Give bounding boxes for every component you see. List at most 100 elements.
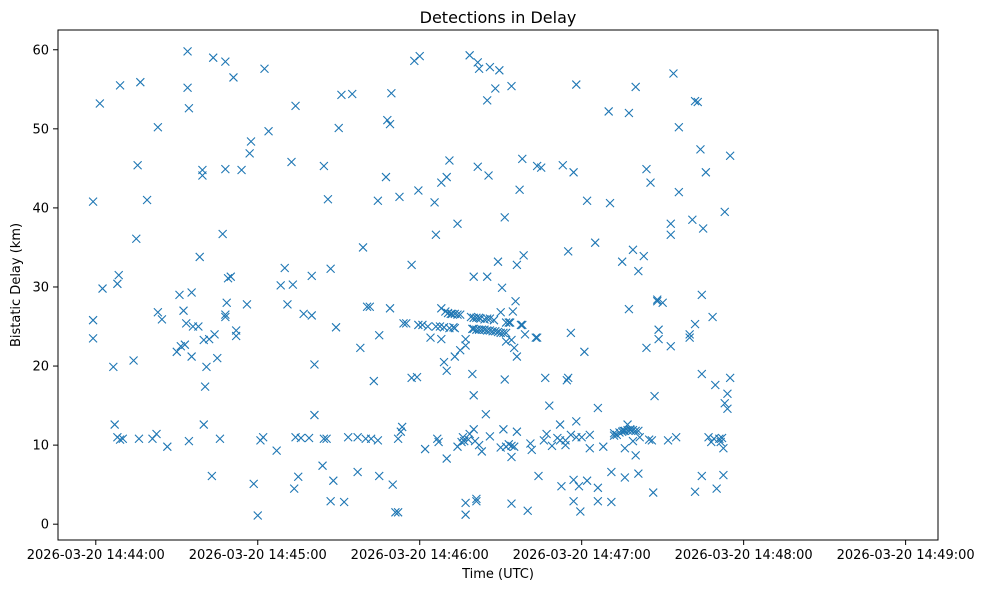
data-point-marker [558, 160, 568, 170]
data-point-marker [674, 187, 684, 197]
data-point-marker [423, 322, 433, 331]
data-point-marker [507, 81, 516, 91]
data-point-marker [88, 197, 98, 206]
data-point-marker [563, 247, 573, 256]
data-point-marker [382, 115, 392, 125]
data-point-marker [445, 156, 454, 165]
data-point-marker [477, 447, 487, 456]
data-point-marker [566, 430, 576, 440]
data-point-marker [318, 461, 327, 471]
data-point-marker [719, 470, 728, 480]
data-point-marker [442, 366, 452, 376]
data-point-marker [310, 360, 319, 369]
data-point-marker [326, 496, 336, 506]
data-point-marker [719, 443, 728, 453]
data-point-marker [210, 330, 219, 339]
data-point-marker [319, 434, 329, 444]
data-point-marker [461, 341, 470, 350]
data-point-marker [631, 426, 641, 436]
data-point-marker [202, 362, 211, 372]
x-axis: 2026-03-20 14:44:00 2026-03-20 14:45:00 20… [27, 540, 975, 563]
data-point-marker [440, 307, 450, 316]
x-axis-label: Time (UTC) [461, 567, 534, 582]
y-tick-label: 20 [32, 360, 49, 375]
data-point-marker [393, 434, 403, 444]
data-point-marker [180, 340, 190, 350]
data-point-marker [420, 444, 430, 454]
data-point-marker [693, 97, 703, 107]
data-point-marker [631, 451, 641, 460]
data-point-marker [299, 309, 309, 319]
data-point-marker [343, 432, 353, 442]
data-point-marker [386, 88, 396, 98]
data-point-marker [374, 471, 384, 481]
data-point-marker [507, 441, 516, 451]
data-point-marker [184, 103, 194, 113]
data-point-marker [557, 481, 566, 491]
data-point-marker [647, 435, 657, 445]
data-point-marker [179, 306, 188, 316]
data-point-marker [353, 467, 363, 477]
data-point-marker [723, 389, 732, 399]
data-point-marker [562, 375, 572, 385]
data-point-marker [467, 369, 477, 379]
data-point-marker [701, 167, 711, 177]
y-tick-label: 0 [41, 518, 49, 533]
data-point-marker [463, 435, 473, 444]
data-point-marker [669, 69, 678, 78]
data-point-marker [666, 230, 676, 240]
data-point-marker [544, 401, 554, 410]
data-point-marker [369, 376, 379, 386]
data-point-marker [539, 435, 549, 445]
data-point-marker [697, 369, 707, 379]
data-point-marker [642, 343, 651, 353]
data-point-marker [334, 123, 344, 133]
data-point-marker [385, 119, 395, 129]
data-point-marker [432, 434, 442, 444]
data-point-marker [88, 333, 98, 343]
data-point-marker [582, 476, 592, 486]
data-point-marker [133, 160, 143, 170]
data-point-marker [310, 410, 319, 420]
data-point-marker [585, 443, 595, 453]
data-point-marker [547, 441, 557, 451]
data-point-marker [697, 290, 707, 300]
data-point-marker [413, 186, 423, 195]
data-point-marker [714, 434, 724, 444]
data-point-marker [426, 333, 435, 342]
data-point-marker [484, 171, 493, 180]
data-point-marker [450, 352, 460, 361]
data-point-marker [504, 318, 514, 327]
data-point-marker [515, 185, 524, 195]
data-point-marker [472, 494, 481, 504]
data-point-marker [436, 334, 446, 344]
data-point-marker [628, 245, 638, 255]
data-point-marker [666, 219, 676, 229]
data-point-marker [207, 471, 217, 481]
y-tick-label: 50 [32, 122, 49, 137]
data-point-marker [687, 215, 697, 225]
data-point-marker [563, 373, 573, 383]
data-point-marker [220, 57, 230, 67]
data-point-marker [215, 434, 225, 444]
data-point-marker [654, 325, 664, 335]
data-point-marker [698, 224, 708, 233]
data-point-marker [590, 238, 600, 248]
data-point-marker [704, 432, 713, 442]
data-point-marker [115, 435, 125, 444]
data-point-marker [472, 496, 481, 506]
data-point-marker [220, 312, 230, 322]
data-point-marker [507, 335, 516, 345]
data-point-marker [339, 497, 349, 507]
data-point-marker [391, 507, 400, 517]
data-point-marker [624, 108, 634, 118]
data-point-marker [482, 314, 492, 323]
y-axis-label: Bistatic Delay (km) [9, 223, 24, 347]
x-tick-label: 2026-03-20 14:48:00 [675, 548, 813, 563]
data-point-marker [223, 273, 233, 283]
data-point-marker [353, 432, 363, 442]
data-point-marker [442, 172, 452, 182]
data-point-marker [366, 434, 376, 444]
data-point-marker [720, 207, 730, 217]
data-point-marker [153, 307, 163, 317]
